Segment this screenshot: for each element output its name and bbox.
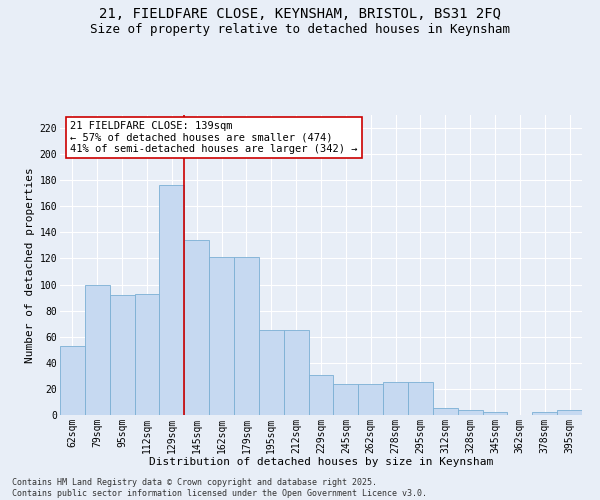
X-axis label: Distribution of detached houses by size in Keynsham: Distribution of detached houses by size …	[149, 457, 493, 467]
Bar	[334, 384, 358, 415]
Text: Contains HM Land Registry data © Crown copyright and database right 2025.
Contai: Contains HM Land Registry data © Crown c…	[12, 478, 427, 498]
Bar	[557, 410, 582, 415]
Bar	[85, 284, 110, 415]
Bar	[134, 294, 160, 415]
Text: 21, FIELDFARE CLOSE, KEYNSHAM, BRISTOL, BS31 2FQ: 21, FIELDFARE CLOSE, KEYNSHAM, BRISTOL, …	[99, 8, 501, 22]
Bar	[209, 257, 234, 415]
Bar	[284, 330, 308, 415]
Bar	[532, 412, 557, 415]
Bar	[482, 412, 508, 415]
Bar	[383, 382, 408, 415]
Bar	[160, 186, 184, 415]
Y-axis label: Number of detached properties: Number of detached properties	[25, 167, 35, 363]
Text: Size of property relative to detached houses in Keynsham: Size of property relative to detached ho…	[90, 22, 510, 36]
Bar	[184, 240, 209, 415]
Bar	[358, 384, 383, 415]
Bar	[433, 408, 458, 415]
Bar	[408, 382, 433, 415]
Text: 21 FIELDFARE CLOSE: 139sqm
← 57% of detached houses are smaller (474)
41% of sem: 21 FIELDFARE CLOSE: 139sqm ← 57% of deta…	[70, 121, 358, 154]
Bar	[259, 330, 284, 415]
Bar	[458, 410, 482, 415]
Bar	[60, 346, 85, 415]
Bar	[308, 374, 334, 415]
Bar	[234, 257, 259, 415]
Bar	[110, 295, 134, 415]
